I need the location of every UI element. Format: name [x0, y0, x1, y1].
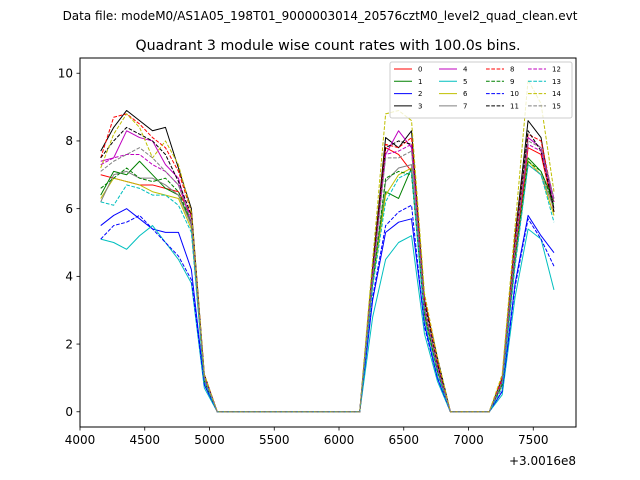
- legend-label-0: 0: [418, 66, 422, 74]
- x-tick-label: 6000: [324, 433, 355, 447]
- series-line-4: [100, 130, 555, 413]
- chart-title: Quadrant 3 module wise count rates with …: [135, 38, 520, 54]
- series-line-12: [100, 143, 555, 413]
- x-tick-label: 5500: [259, 433, 290, 447]
- x-axis: 4000 4500 5000 5500 6000 6500 7000 7500: [65, 427, 549, 447]
- series-line-10: [100, 204, 555, 413]
- y-tick-label: 4: [65, 270, 73, 284]
- y-axis: 0 2 4 6 8 10: [58, 67, 80, 419]
- series-line-3: [100, 109, 555, 413]
- series-line-14: [100, 79, 555, 413]
- legend-label-4: 4: [463, 66, 468, 74]
- legend-label-11: 11: [510, 102, 519, 110]
- legend-label-3: 3: [418, 102, 422, 110]
- legend-label-8: 8: [510, 66, 514, 74]
- legend-label-14: 14: [552, 90, 561, 98]
- series-line-13: [100, 164, 555, 413]
- legend-label-13: 13: [552, 78, 561, 86]
- legend-label-9: 9: [510, 78, 514, 86]
- y-tick-label: 10: [58, 67, 73, 81]
- x-tick-label: 7000: [453, 433, 484, 447]
- legend-label-15: 15: [552, 102, 561, 110]
- series-line-15: [100, 140, 555, 413]
- x-tick-label: 6500: [388, 433, 419, 447]
- series-line-7: [100, 164, 555, 413]
- data-file-suptitle: Data file: modeM0/AS1A05_198T01_90000030…: [63, 9, 578, 23]
- legend-label-12: 12: [552, 66, 561, 74]
- x-tick-label: 5000: [194, 433, 225, 447]
- series-line-11: [100, 126, 555, 413]
- y-tick-label: 8: [65, 134, 73, 148]
- legend-box: [389, 61, 573, 119]
- series-line-2: [100, 208, 555, 413]
- series-line-6: [100, 160, 555, 413]
- y-tick-label: 6: [65, 202, 73, 216]
- x-tick-label: 7500: [518, 433, 549, 447]
- legend-label-10: 10: [510, 90, 519, 98]
- legend-label-2: 2: [418, 90, 422, 98]
- y-tick-label: 2: [65, 337, 73, 351]
- legend-label-7: 7: [463, 102, 467, 110]
- x-tick-label: 4500: [129, 433, 160, 447]
- legend-label-6: 6: [463, 90, 468, 98]
- x-tick-label: 4000: [65, 433, 96, 447]
- y-tick-label: 0: [65, 405, 73, 419]
- series-line-9: [100, 160, 555, 413]
- series-line-8: [100, 113, 555, 413]
- legend-label-1: 1: [418, 78, 422, 86]
- plot-frame: [79, 57, 577, 428]
- series-line-5: [100, 225, 555, 413]
- legend-label-5: 5: [463, 78, 467, 86]
- plot-lines: [100, 79, 555, 413]
- x-offset-label: +3.0016e8: [509, 454, 576, 468]
